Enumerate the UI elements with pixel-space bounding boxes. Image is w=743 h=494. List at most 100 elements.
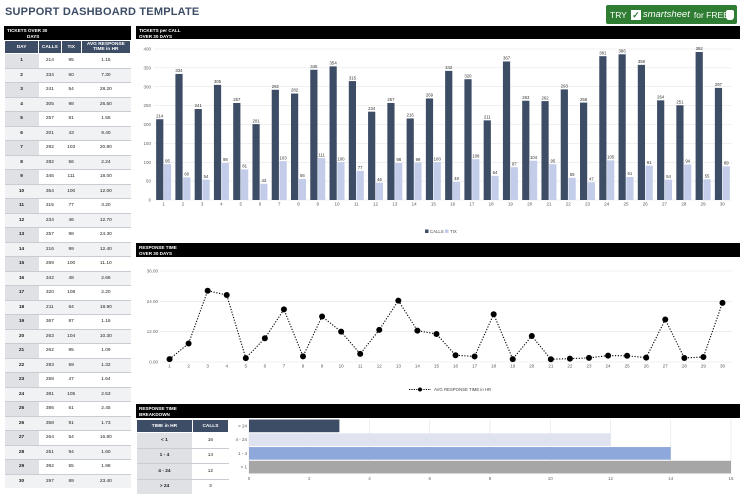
table-cell: 18 (4, 299, 39, 315)
x-tick-label: 20 (527, 202, 533, 207)
x-tick-label: 15 (434, 364, 440, 369)
x-tick-label: 9 (321, 364, 324, 369)
table-cell: 315 (38, 198, 62, 213)
calls-bar (425, 98, 434, 200)
calls-data-label: 293 (561, 84, 569, 89)
x-tick-label: 12 (608, 476, 614, 481)
response-time-point (242, 355, 249, 362)
x-tick-label: 18 (489, 202, 495, 207)
x-tick-label: 20 (529, 364, 535, 369)
breakdown-table: TIME in HR CALLS < 1 16 1 - 4 14 4 - 24 12 > 24… (136, 419, 230, 494)
x-tick-label: 10 (335, 202, 341, 207)
table-row: 13 257 98 24.30 (4, 227, 131, 242)
y-tick-label: < 1 (241, 465, 248, 470)
tix-data-label: 104 (530, 155, 538, 160)
table-cell: 60 (61, 67, 82, 83)
table-cell: 21 (4, 343, 39, 358)
table-row: 14 216 99 12.40 (4, 241, 131, 257)
table-cell: 16 (192, 432, 229, 448)
table-row: 9 345 111 18.00 (4, 169, 131, 184)
calls-bar (580, 102, 588, 200)
table-cell: 16.80 (81, 430, 131, 445)
y-tick-label: > 24 (238, 423, 247, 428)
tickets-bar-chart: 0501001502002503003504002149513346022415… (143, 46, 732, 234)
table-cell: 367 (38, 314, 62, 329)
table-cell: 104 (61, 328, 82, 344)
table-cell: 262 (38, 343, 62, 358)
y-tick-label: 100 (143, 160, 151, 165)
response-time-point (166, 356, 173, 363)
tix-bar (163, 164, 172, 200)
x-tick-label: 27 (662, 202, 668, 207)
table-cell: 251 (38, 444, 62, 460)
response-time-point (261, 335, 268, 342)
table-cell: 1.98 (81, 459, 131, 474)
table-cell: 381 (38, 386, 62, 402)
table-row: 19 367 87 1.16 (4, 314, 131, 329)
table-cell: 94 (61, 444, 82, 460)
table-cell: 1 (4, 53, 39, 68)
y-tick-label: 36.00 (147, 269, 159, 274)
x-tick-label: 2 (308, 476, 311, 481)
tix-data-label: 61 (628, 171, 633, 176)
tix-bar (549, 164, 557, 200)
table-row: 3 241 54 28.20 (4, 82, 131, 97)
table-cell: 100 (61, 256, 82, 271)
breakdown-bar (249, 447, 671, 460)
tix-bar (491, 175, 499, 200)
y-tick-label: 0 (148, 198, 151, 203)
x-tick-label: 8 (489, 476, 492, 481)
breakdown-bar (249, 433, 611, 446)
table-row: 15 269 100 11.10 (4, 256, 131, 271)
calls-bar (271, 89, 279, 200)
response-time-point (490, 311, 497, 318)
response-chart-title-2: OVER 30 DAYS (139, 250, 173, 256)
calls-bar (637, 64, 645, 200)
table-row: 5 257 81 1.55 (4, 111, 131, 126)
x-tick-label: 7 (278, 202, 281, 207)
checkmark-logo-icon: ✓ (630, 9, 641, 20)
tix-data-label: 94 (685, 159, 690, 164)
calls-data-label: 358 (638, 59, 646, 64)
response-time-point (624, 352, 631, 359)
tickets-table-title-1: TICKETS OVER 30 (7, 28, 48, 33)
x-tick-label: 26 (643, 202, 649, 207)
table-cell: 4 - 24 (136, 463, 193, 479)
tix-data-label: 48 (454, 176, 459, 181)
tix-bar (626, 176, 634, 200)
calls-bar (483, 120, 491, 200)
x-tick-label: 24 (604, 202, 610, 207)
table-cell: 26.50 (81, 96, 131, 112)
table-cell: 89 (61, 473, 82, 488)
table-cell: 48 (61, 270, 82, 286)
x-tick-label: 14 (415, 364, 421, 369)
tix-data-label: 98 (396, 157, 401, 162)
x-tick-label: 22 (566, 202, 572, 207)
x-tick-label: 28 (681, 202, 687, 207)
table-cell: 297 (38, 473, 62, 488)
response-time-point (357, 350, 364, 357)
table-row: 12 234 46 12.70 (4, 212, 131, 228)
table-row: 24 381 105 2.53 (4, 386, 131, 402)
tix-data-label: 89 (724, 161, 729, 166)
table-cell: 10.30 (81, 328, 131, 344)
response-time-point (681, 354, 688, 361)
calls-data-label: 292 (272, 84, 280, 89)
tix-bar (645, 165, 653, 200)
x-tick-label: 0 (248, 476, 251, 481)
try-smartsheet-button[interactable]: TRY ✓ smartsheet for FREE (606, 5, 737, 24)
table-row: 1 - 4 14 (136, 447, 229, 464)
x-tick-label: 29 (701, 364, 707, 369)
x-tick-label: 21 (546, 202, 552, 207)
x-tick-label: 29 (701, 202, 707, 207)
y-tick-label: 0.00 (149, 360, 158, 365)
table-cell: 27 (4, 430, 39, 445)
table-cell: 25 (4, 401, 39, 416)
table-cell: 20 (4, 328, 39, 344)
calls-data-label: 342 (445, 65, 453, 70)
table-row: 11 315 77 3.20 (4, 198, 131, 213)
table-cell: 1.55 (81, 111, 131, 126)
table-cell: 1.16 (81, 314, 131, 329)
tix-bar (395, 163, 403, 200)
table-cell: 12 (192, 463, 229, 479)
